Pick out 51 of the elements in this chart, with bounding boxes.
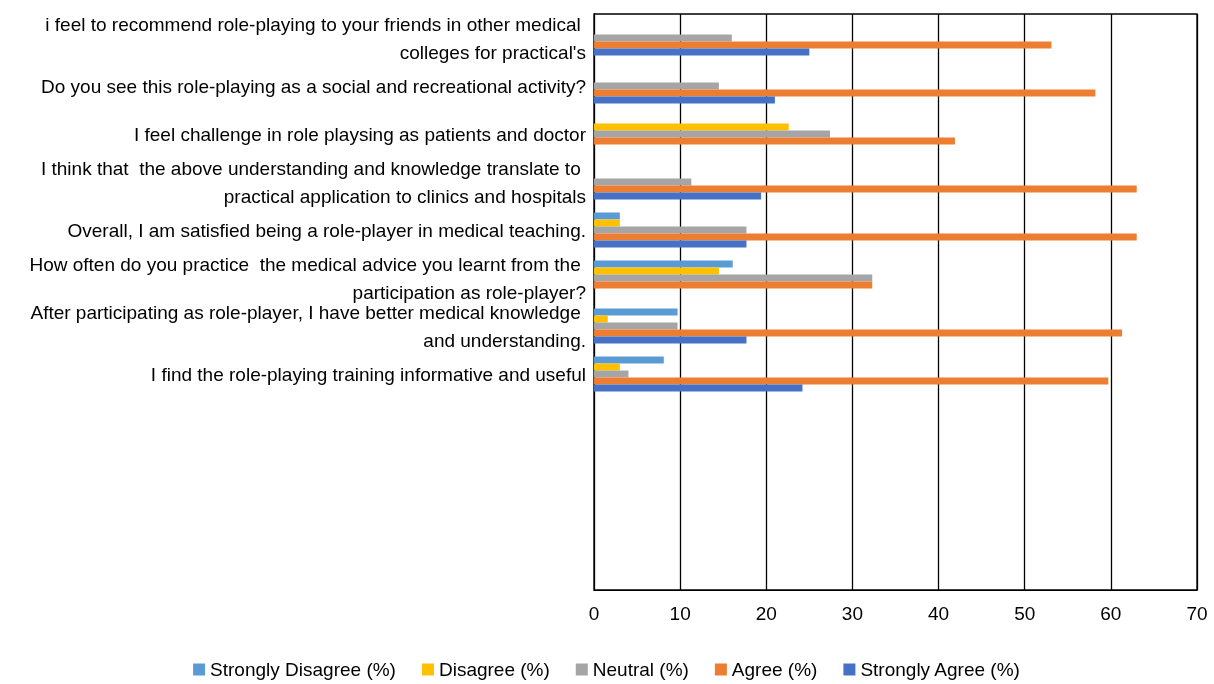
bar bbox=[594, 137, 955, 145]
bar bbox=[594, 185, 1137, 193]
bar bbox=[594, 322, 678, 330]
x-tick-label: 60 bbox=[1100, 603, 1122, 624]
bar bbox=[594, 219, 620, 227]
y-tick-label: How often do you practice the medical advice you learnt from the participation as role-player? bbox=[29, 253, 586, 303]
bar bbox=[594, 281, 873, 289]
bar bbox=[594, 336, 747, 344]
legend-label: Neutral (%) bbox=[592, 659, 689, 680]
bar bbox=[594, 192, 762, 200]
x-tick-label: 0 bbox=[588, 603, 600, 624]
legend-label: Strongly Agree (%) bbox=[860, 659, 1020, 680]
legend-label: Agree (%) bbox=[731, 659, 818, 680]
x-tick-label: 10 bbox=[669, 603, 691, 624]
legend-label: Disagree (%) bbox=[438, 659, 550, 680]
x-tick-label: 40 bbox=[928, 603, 950, 624]
x-tick-label: 50 bbox=[1014, 603, 1036, 624]
bar bbox=[594, 240, 747, 248]
x-tick-label: 70 bbox=[1186, 603, 1208, 624]
x-tick-label: 30 bbox=[841, 603, 863, 624]
bar bbox=[594, 34, 732, 42]
bar bbox=[594, 48, 810, 56]
bar bbox=[594, 356, 664, 364]
bar bbox=[594, 41, 1052, 49]
bar bbox=[594, 89, 1096, 97]
y-tick-label: I find the role-playing training informative and useful bbox=[150, 363, 586, 385]
bar bbox=[594, 226, 747, 234]
bar bbox=[594, 329, 1123, 337]
bar bbox=[594, 233, 1137, 241]
x-tick-label: 20 bbox=[755, 603, 777, 624]
bar bbox=[594, 123, 789, 131]
bar bbox=[594, 267, 719, 275]
bar bbox=[594, 82, 719, 90]
y-tick-label: Overall, I am satisfied being a role-player in medical teaching. bbox=[67, 219, 586, 241]
bar bbox=[594, 178, 692, 186]
y-tick-label: I feel challenge in role playsing as patients and doctor bbox=[133, 123, 587, 145]
bar bbox=[594, 315, 608, 323]
bar bbox=[594, 377, 1109, 385]
bar bbox=[594, 308, 678, 316]
bar bbox=[594, 96, 775, 104]
y-tick-label: I think that the above understanding and knowledge translate to practical application to clinics and hospitals bbox=[40, 157, 586, 207]
y-tick-label: i feel to recommend role-playing to your friends in other medical colleges for practical's bbox=[45, 13, 586, 63]
bar bbox=[594, 212, 620, 220]
bar bbox=[594, 363, 620, 371]
bar bbox=[594, 370, 629, 378]
bar bbox=[594, 384, 803, 392]
legend-label: Strongly Disagree (%) bbox=[210, 659, 396, 680]
bar bbox=[594, 130, 831, 138]
y-tick-label: Do you see this role-playing as a social and recreational activity? bbox=[41, 75, 586, 97]
bar bbox=[594, 274, 873, 282]
bar bbox=[594, 260, 733, 268]
